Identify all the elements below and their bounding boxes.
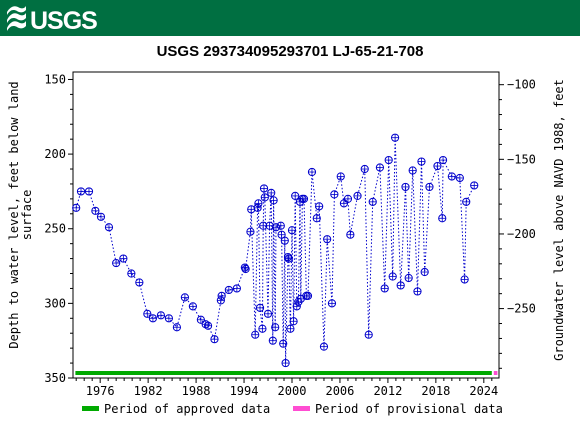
x-axis-tick-label: 2006 <box>325 384 354 398</box>
right-axis-tick-label: −150 <box>507 152 536 166</box>
x-axis-tick-label: 2012 <box>373 384 402 398</box>
provisional-period-bar <box>493 371 498 375</box>
left-axis-title-line1: Depth to water level, feet below land <box>7 81 21 348</box>
x-axis-tick-label: 2000 <box>278 384 307 398</box>
usgs-logo-text: USGS <box>30 7 97 35</box>
plot-area-frame <box>72 71 500 379</box>
left-axis-tick-label: 300 <box>44 296 66 310</box>
left-axis-tick-label: 150 <box>44 72 66 86</box>
legend-provisional-label: Period of provisional data <box>315 402 503 416</box>
usgs-header-bar: USGS <box>0 0 580 36</box>
legend-provisional-swatch <box>293 406 310 411</box>
x-axis-tick-label: 2018 <box>421 384 450 398</box>
right-axis-tick-label: −200 <box>507 227 536 241</box>
usgs-wave-icon <box>7 6 26 31</box>
right-axis-tick-label: −250 <box>507 302 536 316</box>
left-axis-tick-label: 350 <box>44 371 66 385</box>
chart-title: USGS 293734095293701 LJ-65-21-708 <box>156 43 424 60</box>
approved-period-bar <box>75 371 492 375</box>
left-axis-title-line2: surface <box>20 190 34 241</box>
x-axis-tick-label: 1982 <box>134 384 163 398</box>
left-axis-tick-label: 200 <box>44 147 66 161</box>
x-axis-tick-label: 1994 <box>230 384 259 398</box>
legend-approved-label: Period of approved data <box>104 402 270 416</box>
x-axis-tick-label: 1976 <box>86 384 115 398</box>
x-axis-tick-label: 1988 <box>182 384 211 398</box>
left-axis-tick-label: 250 <box>44 222 66 236</box>
legend-approved-swatch <box>82 406 99 411</box>
right-axis-tick-label: −100 <box>507 78 536 92</box>
x-axis-tick-label: 2024 <box>469 384 498 398</box>
series-dotted-line <box>75 137 475 364</box>
right-axis-title: Groundwater level above NAVD 1988, feet <box>552 79 566 361</box>
usgs-logo[interactable]: USGS <box>0 0 120 36</box>
